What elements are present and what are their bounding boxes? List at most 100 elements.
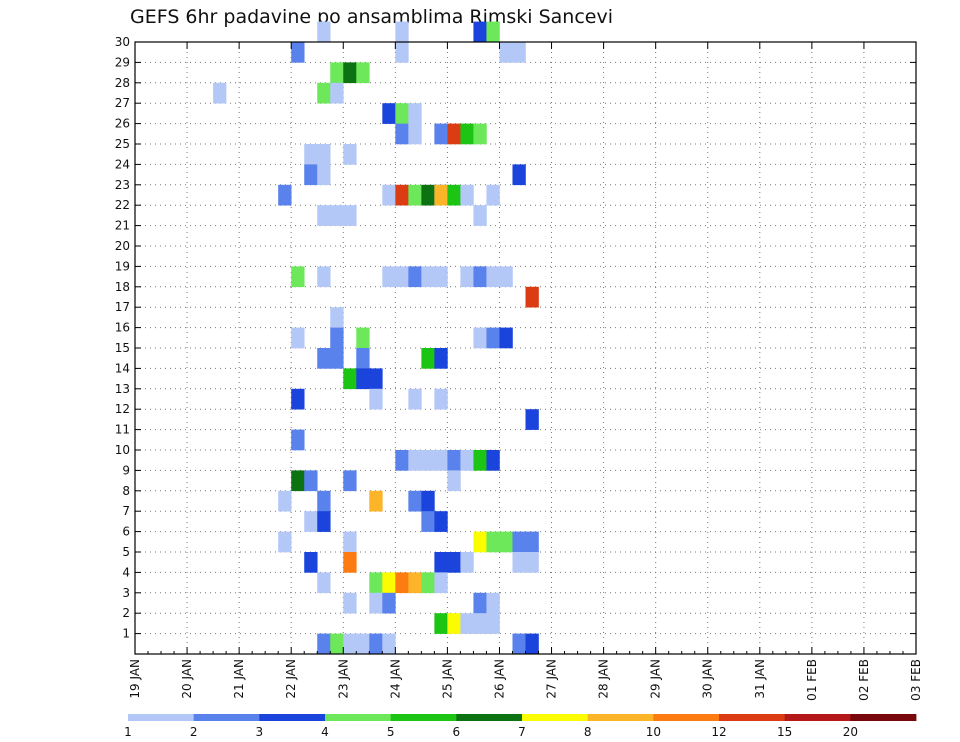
heatmap-cell	[317, 82, 331, 104]
x-tick-label: 22 JAN	[284, 659, 298, 699]
heatmap-cell	[525, 409, 539, 430]
heatmap-cell	[317, 490, 331, 512]
heatmap-cell	[408, 123, 422, 145]
y-tick-label: 9	[122, 463, 130, 477]
y-tick-label: 22	[115, 198, 130, 212]
heatmap-cell	[421, 348, 435, 369]
heatmap-cell	[460, 450, 474, 471]
heatmap-cell	[486, 266, 500, 288]
y-tick-label: 4	[122, 565, 130, 579]
heatmap-cell	[343, 592, 357, 614]
heatmap-cell	[499, 531, 513, 553]
heatmap-cell	[304, 470, 318, 492]
legend-swatch	[522, 714, 589, 721]
x-tick-label: 23 JAN	[336, 659, 350, 699]
heatmap-cell	[395, 42, 409, 63]
y-tick-label: 26	[115, 117, 130, 131]
y-tick-label: 16	[115, 321, 130, 335]
heatmap-cell	[317, 633, 331, 655]
heatmap-cell	[408, 572, 422, 594]
heatmap-cell	[291, 388, 305, 410]
heatmap-cell	[486, 184, 500, 206]
heatmap-cell	[395, 123, 409, 145]
legend-label: 12	[711, 725, 726, 739]
y-tick-label: 14	[115, 361, 130, 375]
heatmap-cell	[408, 103, 422, 124]
heatmap-cell	[473, 123, 487, 145]
heatmap-cell	[330, 82, 344, 104]
x-tick-label: 31 JAN	[753, 659, 767, 699]
heatmap-cell	[317, 144, 331, 165]
heatmap-cell	[317, 205, 331, 226]
heatmap-cell	[317, 21, 331, 43]
heatmap-cell	[499, 42, 513, 63]
heatmap-cell	[473, 327, 487, 349]
x-tick-label: 21 JAN	[232, 659, 246, 699]
heatmap-cell	[304, 511, 318, 532]
heatmap-cell	[434, 552, 448, 573]
heatmap-cell	[369, 572, 383, 594]
y-tick-label: 18	[115, 280, 130, 294]
x-tick-label: 03 FEB	[909, 659, 923, 701]
x-axis: 19 JAN 20 JAN 21 JAN 22 JAN 23 JAN 24 JAN 25 J…	[128, 42, 923, 701]
heatmap-cell	[434, 613, 448, 634]
heatmap-cell	[447, 123, 461, 145]
heatmap-cell	[473, 205, 487, 226]
heatmap-cell	[343, 205, 357, 226]
x-tick-label: 02 FEB	[857, 659, 871, 701]
y-tick-label: 1	[122, 627, 130, 641]
heatmap-cell	[382, 572, 396, 594]
legend-label: 7	[518, 725, 526, 739]
heatmap-cell	[512, 531, 526, 553]
y-tick-label: 2	[122, 606, 130, 620]
heatmap-cell	[343, 552, 357, 573]
heatmap-cell	[499, 266, 513, 288]
legend-label: 3	[256, 725, 264, 739]
heatmap-cell	[434, 348, 448, 369]
legend-swatch	[456, 714, 523, 721]
heatmap-cell	[369, 388, 383, 410]
y-tick-label: 3	[122, 586, 130, 600]
y-tick-label: 25	[115, 137, 130, 151]
legend-label: 6	[453, 725, 461, 739]
heatmap-cell	[447, 470, 461, 492]
heatmap-cell	[330, 62, 344, 84]
heatmap-cell	[460, 266, 474, 288]
heatmap-cell	[486, 613, 500, 634]
heatmap-cell	[421, 511, 435, 532]
heatmap-cell	[343, 531, 357, 553]
heatmap-cell	[421, 184, 435, 206]
legend-swatch	[784, 714, 851, 721]
legend-label: 1	[124, 725, 132, 739]
y-tick-label: 20	[115, 239, 130, 253]
legend-swatch	[850, 714, 917, 721]
legend-label: 20	[843, 725, 858, 739]
y-tick-label: 5	[122, 545, 130, 559]
heatmap-cell	[525, 286, 539, 308]
heatmap-cell	[343, 470, 357, 492]
heatmap-cell	[447, 450, 461, 471]
y-tick-label: 21	[115, 219, 130, 233]
y-tick-label: 17	[115, 300, 130, 314]
heatmap-cell	[356, 633, 370, 655]
heatmap-cell	[382, 266, 396, 288]
heatmap-cell	[525, 531, 539, 553]
x-tick-label: 26 JAN	[492, 659, 506, 699]
heatmap-cell	[356, 368, 370, 390]
x-tick-label: 20 JAN	[180, 659, 194, 699]
heatmap-cell	[408, 266, 422, 288]
legend-swatch	[390, 714, 457, 721]
heatmap-cell	[447, 552, 461, 573]
heatmap-cell	[317, 164, 331, 186]
legend-label: 4	[321, 725, 329, 739]
heatmap-cell	[460, 552, 474, 573]
legend-swatch	[653, 714, 720, 721]
heatmap-cell	[356, 348, 370, 369]
y-tick-label: 23	[115, 178, 130, 192]
heatmap-cell	[382, 103, 396, 124]
y-tick-label: 30	[115, 35, 130, 49]
y-tick-label: 12	[115, 402, 130, 416]
heatmap-cell	[278, 531, 292, 553]
heatmap-cell	[421, 450, 435, 471]
heatmap-cell	[356, 62, 370, 84]
